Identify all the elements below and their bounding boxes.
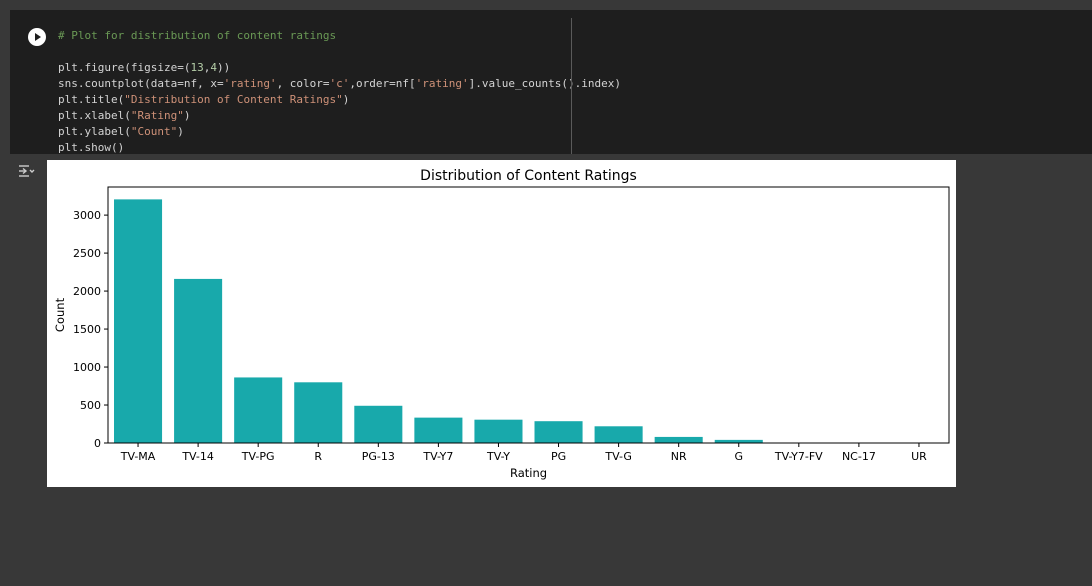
x-tick-label: TV-Y7-FV [774, 450, 823, 463]
y-tick-label: 3000 [73, 209, 101, 222]
y-axis-label: Count [53, 297, 67, 332]
bar-tv-g [594, 426, 643, 443]
x-tick-label: TV-14 [181, 450, 214, 463]
output-expand-icon[interactable] [17, 162, 35, 180]
code-editor[interactable]: # Plot for distribution of content ratin… [58, 28, 621, 156]
code-line: plt.show() [58, 141, 125, 154]
bar-tv-y [474, 419, 523, 443]
bar-tv-ma [114, 199, 163, 443]
y-tick-label: 1500 [73, 323, 101, 336]
bar-chart: Distribution of Content Ratings 0 500 1000… [53, 168, 950, 480]
x-tick-label: G [734, 450, 743, 463]
bar-pg [534, 421, 583, 443]
x-tick-label: R [314, 450, 322, 463]
x-tick-label: TV-Y7 [422, 450, 453, 463]
bar-nr [654, 436, 703, 443]
bar-tv-pg [234, 377, 283, 443]
code-line: ​ [58, 44, 621, 60]
x-tick-label: UR [911, 450, 927, 463]
bar-r [294, 382, 343, 443]
x-tick-label: NC-17 [842, 450, 876, 463]
bar-g [714, 439, 763, 443]
code-line: plt.ylabel("Count") [58, 125, 184, 138]
bar-pg-13 [354, 405, 403, 443]
code-cell[interactable]: # Plot for distribution of content ratin… [10, 10, 1092, 154]
code-line: plt.title("Distribution of Content Ratin… [58, 93, 350, 106]
code-line: plt.xlabel("Rating") [58, 109, 191, 122]
code-line: plt.figure(figsize=(13,4)) [58, 61, 231, 74]
x-tick-label: TV-Y [486, 450, 510, 463]
x-tick-label: PG-13 [362, 450, 395, 463]
x-tick-label: NR [671, 450, 687, 463]
bar-tv-y7 [414, 417, 463, 443]
x-tick-label: TV-MA [120, 450, 156, 463]
output-plot: Distribution of Content Ratings 0 500 1000… [47, 160, 956, 487]
y-tick-label: 2000 [73, 285, 101, 298]
x-tick-label: TV-PG [241, 450, 275, 463]
run-cell-button[interactable] [28, 28, 46, 46]
chart-title: Distribution of Content Ratings [420, 168, 637, 184]
code-line: # Plot for distribution of content ratin… [58, 29, 337, 42]
y-tick-label: 500 [80, 399, 101, 412]
y-tick-label: 0 [94, 437, 101, 450]
code-line: sns.countplot(data=nf, x='rating', color… [58, 77, 621, 90]
editor-ruler [571, 18, 572, 154]
axes-frame [107, 186, 950, 444]
x-tick-label: TV-G [604, 450, 632, 463]
x-axis-label: Rating [510, 466, 547, 480]
x-tick-label: PG [551, 450, 566, 463]
bar-tv-14 [174, 278, 223, 443]
y-tick-label: 2500 [73, 247, 101, 260]
y-tick-label: 1000 [73, 361, 101, 374]
